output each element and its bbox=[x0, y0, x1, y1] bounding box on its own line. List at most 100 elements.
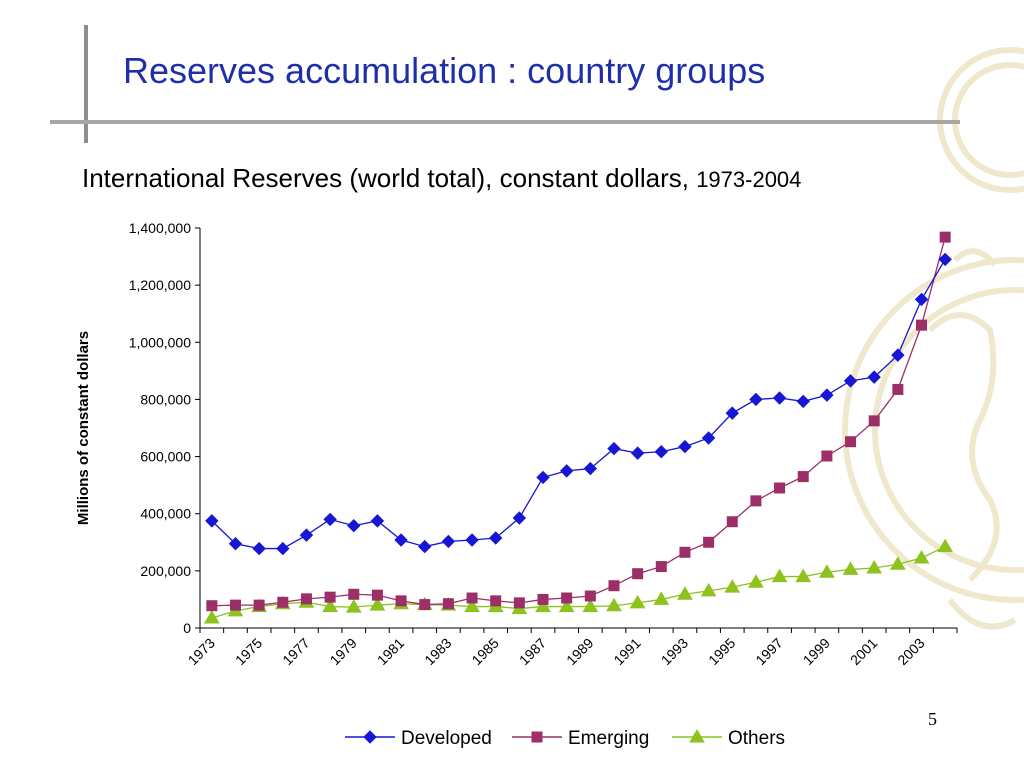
slide-title: Reserves accumulation : country groups bbox=[123, 50, 766, 91]
x-tick-label: 1995 bbox=[705, 635, 738, 668]
y-tick-label: 800,000 bbox=[140, 391, 191, 407]
developed-point bbox=[441, 534, 456, 549]
others-point bbox=[629, 594, 646, 609]
chart-subtitle: International Reserves (world total), co… bbox=[82, 163, 801, 194]
legend-others-label: Others bbox=[728, 728, 785, 749]
others-point bbox=[913, 550, 930, 564]
others-point bbox=[369, 597, 386, 611]
y-tick-label: 600,000 bbox=[140, 449, 191, 465]
emerging-point bbox=[395, 595, 407, 607]
developed-point bbox=[205, 514, 219, 528]
y-tick-label: 1,200,000 bbox=[129, 277, 191, 293]
emerging-point bbox=[750, 495, 762, 507]
developed-point bbox=[630, 446, 645, 460]
emerging-point bbox=[868, 415, 880, 427]
legend-developed-marker bbox=[363, 730, 377, 744]
legend-others-marker bbox=[689, 729, 705, 743]
developed-point bbox=[914, 292, 929, 307]
developed-point bbox=[796, 394, 810, 409]
emerging-point bbox=[466, 592, 478, 604]
emerging-point bbox=[726, 516, 738, 528]
others-point bbox=[582, 598, 599, 613]
emerging-point bbox=[324, 591, 336, 603]
emerging-point bbox=[300, 593, 312, 605]
emerging-point bbox=[253, 599, 265, 611]
developed-point bbox=[749, 392, 763, 407]
emerging-point bbox=[206, 600, 218, 612]
others-point bbox=[748, 574, 764, 588]
x-tick-label: 1979 bbox=[327, 635, 360, 668]
others-point bbox=[842, 561, 859, 575]
others-point bbox=[700, 582, 717, 597]
y-tick-label: 400,000 bbox=[140, 506, 191, 522]
x-tick-label: 1983 bbox=[421, 635, 454, 668]
developed-point bbox=[276, 541, 290, 556]
emerging-point bbox=[845, 436, 857, 448]
developed-point bbox=[938, 252, 952, 267]
others-point bbox=[345, 599, 362, 613]
x-tick-label: 1987 bbox=[516, 635, 549, 668]
emerging-point bbox=[442, 598, 454, 610]
x-tick-label: 1973 bbox=[185, 635, 218, 668]
developed-point bbox=[583, 461, 598, 476]
developed-point bbox=[867, 370, 881, 384]
developed-point bbox=[418, 539, 432, 554]
emerging-point bbox=[537, 593, 549, 605]
y-tick-label: 1,000,000 bbox=[129, 334, 191, 350]
developed-series-line bbox=[211, 259, 946, 550]
developed-point bbox=[299, 528, 314, 542]
others-point bbox=[653, 591, 670, 605]
emerging-point bbox=[774, 482, 786, 494]
emerging-point bbox=[679, 546, 691, 558]
chart-subtitle-main: International Reserves (world total), co… bbox=[82, 163, 689, 193]
others-point bbox=[464, 598, 480, 613]
emerging-point bbox=[513, 597, 525, 609]
x-tick-label: 1999 bbox=[800, 635, 833, 668]
developed-point bbox=[323, 512, 337, 527]
developed-point bbox=[465, 533, 479, 547]
developed-point bbox=[394, 533, 408, 547]
emerging-point bbox=[703, 536, 715, 548]
legend-emerging-marker bbox=[531, 731, 543, 743]
others-point bbox=[558, 598, 575, 613]
y-axis-title: Millions of constant dollars bbox=[75, 331, 92, 525]
emerging-point bbox=[490, 595, 502, 607]
x-tick-label: 1975 bbox=[232, 635, 265, 668]
x-tick-label: 2001 bbox=[847, 635, 880, 668]
legend-emerging-label: Emerging bbox=[568, 728, 649, 749]
developed-point bbox=[843, 374, 858, 388]
developed-point bbox=[370, 514, 385, 528]
x-tick-label: 1993 bbox=[658, 635, 691, 668]
developed-point bbox=[607, 441, 621, 456]
others-point bbox=[795, 568, 812, 583]
title-vertical-rule bbox=[84, 25, 88, 143]
developed-point bbox=[228, 537, 243, 551]
developed-point bbox=[725, 406, 739, 420]
emerging-point bbox=[348, 588, 360, 600]
others-point bbox=[866, 560, 883, 574]
others-point bbox=[322, 598, 338, 613]
x-tick-label: 1977 bbox=[279, 635, 312, 668]
x-tick-label: 1981 bbox=[374, 635, 407, 668]
emerging-point bbox=[821, 450, 833, 462]
x-tick-label: 1985 bbox=[468, 635, 501, 668]
emerging-point bbox=[608, 580, 620, 592]
others-point bbox=[819, 564, 835, 578]
developed-point bbox=[347, 519, 361, 533]
developed-point bbox=[512, 511, 527, 525]
developed-point bbox=[678, 439, 692, 454]
developed-point bbox=[488, 531, 503, 545]
page-number: 5 bbox=[928, 709, 937, 729]
emerging-point bbox=[939, 231, 951, 243]
x-tick-label: 1991 bbox=[610, 635, 643, 668]
developed-point bbox=[654, 445, 669, 459]
others-point bbox=[606, 597, 622, 612]
emerging-point bbox=[632, 568, 644, 580]
emerging-point bbox=[561, 592, 573, 604]
developed-point bbox=[701, 431, 716, 445]
developed-point bbox=[820, 388, 834, 402]
emerging-point bbox=[916, 319, 928, 331]
others-point bbox=[889, 556, 906, 570]
y-tick-label: 0 bbox=[183, 620, 191, 636]
